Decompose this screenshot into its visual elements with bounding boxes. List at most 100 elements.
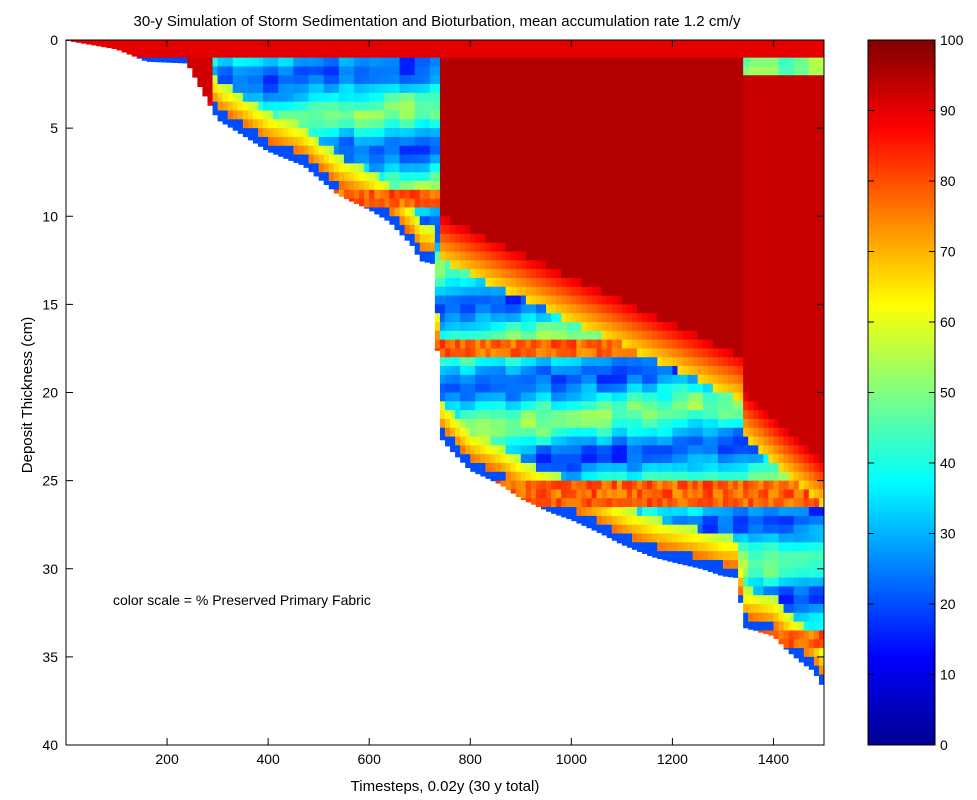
heatmap-cell xyxy=(258,119,264,129)
heatmap-cell xyxy=(601,136,608,147)
heatmap-cell xyxy=(702,119,709,129)
heatmap-cell xyxy=(717,498,724,508)
heatmap-cell xyxy=(530,57,537,68)
heatmap-cell xyxy=(722,251,729,261)
heatmap-cell xyxy=(783,260,790,270)
heatmap-cell xyxy=(652,498,658,508)
heatmap-cell xyxy=(359,145,365,156)
heatmap-cell xyxy=(753,533,759,543)
heatmap-cell xyxy=(672,401,679,411)
heatmap-cell xyxy=(621,489,628,499)
heatmap-cell xyxy=(788,163,795,173)
heatmap-cell xyxy=(657,480,663,491)
heatmap-cell xyxy=(626,498,633,508)
heatmap-cell xyxy=(581,48,588,59)
heatmap-cell xyxy=(596,128,603,138)
heatmap-cell xyxy=(631,295,638,305)
heatmap-cell xyxy=(798,163,805,173)
heatmap-cell xyxy=(637,374,643,385)
heatmap-cell xyxy=(364,40,370,50)
heatmap-cell xyxy=(298,119,305,129)
heatmap-cell xyxy=(773,251,780,261)
heatmap-cell xyxy=(303,163,310,168)
heatmap-cell xyxy=(500,181,507,191)
heatmap-cell xyxy=(788,418,795,429)
heatmap-cell xyxy=(798,374,805,385)
heatmap-cell xyxy=(530,269,537,279)
heatmap-cell xyxy=(687,181,694,191)
heatmap-cell xyxy=(682,410,689,420)
heatmap-cell xyxy=(712,322,719,332)
heatmap-cell xyxy=(470,418,476,429)
heatmap-cell xyxy=(566,48,572,59)
heatmap-cell xyxy=(551,66,557,76)
heatmap-cell xyxy=(722,401,729,411)
heatmap-cell xyxy=(722,233,729,244)
heatmap-cell xyxy=(480,101,487,112)
heatmap-cell xyxy=(525,233,532,244)
heatmap-cell xyxy=(733,181,739,191)
heatmap-cell xyxy=(687,357,694,367)
heatmap-cell xyxy=(343,66,350,76)
heatmap-cell xyxy=(556,454,562,464)
heatmap-cell xyxy=(424,145,431,156)
heatmap-cell xyxy=(611,110,618,120)
heatmap-cell xyxy=(687,427,694,438)
heatmap-cell xyxy=(606,172,613,182)
heatmap-cell xyxy=(722,277,729,288)
heatmap-cell xyxy=(778,163,785,173)
heatmap-cell xyxy=(652,339,658,350)
heatmap-cell xyxy=(652,128,658,138)
heatmap-cell xyxy=(621,75,628,85)
heatmap-cell xyxy=(717,66,724,76)
heatmap-cell xyxy=(647,427,653,438)
heatmap-cell xyxy=(753,401,759,411)
heatmap-cell xyxy=(450,322,456,332)
heatmap-cell xyxy=(66,40,72,42)
heatmap-cell xyxy=(359,75,365,85)
heatmap-cell xyxy=(611,410,618,420)
heatmap-cell xyxy=(556,286,562,297)
heatmap-cell xyxy=(475,436,481,446)
heatmap-cell xyxy=(722,559,729,570)
heatmap-cell xyxy=(763,436,770,446)
heatmap-cell xyxy=(273,66,279,76)
heatmap-cell xyxy=(662,454,668,464)
heatmap-cell xyxy=(596,427,603,438)
heatmap-cell xyxy=(763,286,770,297)
heatmap-cell xyxy=(424,57,431,68)
heatmap-cell xyxy=(475,207,481,217)
heatmap-cell xyxy=(743,269,749,279)
heatmap-cell xyxy=(768,612,775,623)
heatmap-cell xyxy=(505,436,512,446)
heatmap-cell xyxy=(738,366,744,376)
heatmap-cell xyxy=(490,75,497,85)
heatmap-cell xyxy=(647,551,653,556)
heatmap-cell xyxy=(429,110,436,120)
heatmap-cell xyxy=(778,639,785,645)
heatmap-cell xyxy=(793,242,800,253)
heatmap-cell xyxy=(500,269,507,279)
heatmap-cell xyxy=(551,136,557,147)
heatmap-cell xyxy=(434,251,441,261)
heatmap-cell xyxy=(556,383,562,394)
heatmap-cell xyxy=(647,445,653,455)
heatmap-cell xyxy=(748,383,754,394)
heatmap-cell xyxy=(465,277,471,288)
heatmap-cell xyxy=(652,216,658,226)
heatmap-cell xyxy=(505,401,512,411)
heatmap-cell xyxy=(707,507,714,517)
heatmap-cell xyxy=(485,410,492,420)
heatmap-cell xyxy=(136,57,143,59)
heatmap-cell xyxy=(621,383,628,394)
heatmap-cell xyxy=(278,154,284,157)
heatmap-cell xyxy=(460,304,466,314)
heatmap-cell xyxy=(561,277,567,288)
heatmap-cell xyxy=(727,515,734,526)
heatmap-cell xyxy=(596,489,603,499)
heatmap-cell xyxy=(561,427,567,438)
heatmap-cell xyxy=(733,392,739,402)
heatmap-cell xyxy=(758,286,764,297)
heatmap-cell xyxy=(707,568,714,572)
heatmap-cell xyxy=(348,119,355,129)
